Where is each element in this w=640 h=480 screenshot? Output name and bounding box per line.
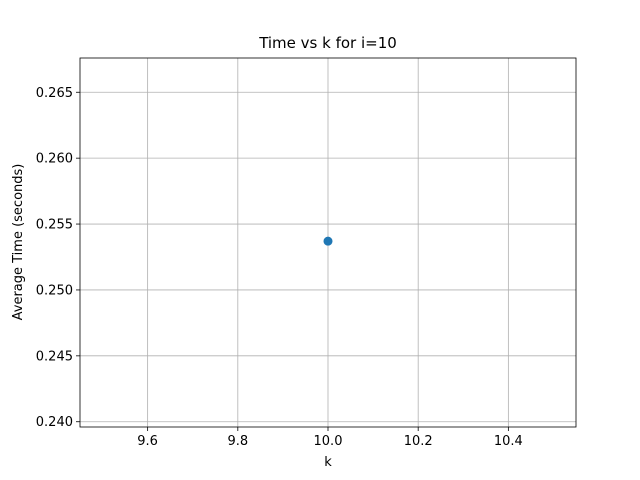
x-tick-label: 10.0 — [314, 434, 343, 449]
y-tick-label: 0.255 — [36, 218, 73, 233]
y-axis-ticks: 0.240 0.245 0.250 0.255 0.260 0.265 — [36, 86, 80, 430]
data-points — [323, 236, 333, 246]
x-axis-label: k — [324, 455, 332, 470]
x-tick-label: 10.4 — [494, 434, 523, 449]
y-tick-label: 0.260 — [36, 152, 73, 167]
x-tick-label: 9.6 — [137, 434, 158, 449]
y-tick-label: 0.245 — [36, 349, 73, 364]
x-tick-label: 10.2 — [404, 434, 433, 449]
y-tick-label: 0.250 — [36, 283, 73, 298]
y-axis-label: Average Time (seconds) — [11, 164, 26, 321]
x-axis-ticks: 9.6 9.8 10.0 10.2 10.4 — [137, 427, 523, 449]
y-tick-label: 0.265 — [36, 86, 73, 101]
x-tick-label: 9.8 — [227, 434, 248, 449]
y-tick-label: 0.240 — [36, 415, 73, 430]
grid — [80, 58, 576, 427]
chart-title: Time vs k for i=10 — [258, 34, 397, 52]
data-point — [323, 236, 333, 246]
